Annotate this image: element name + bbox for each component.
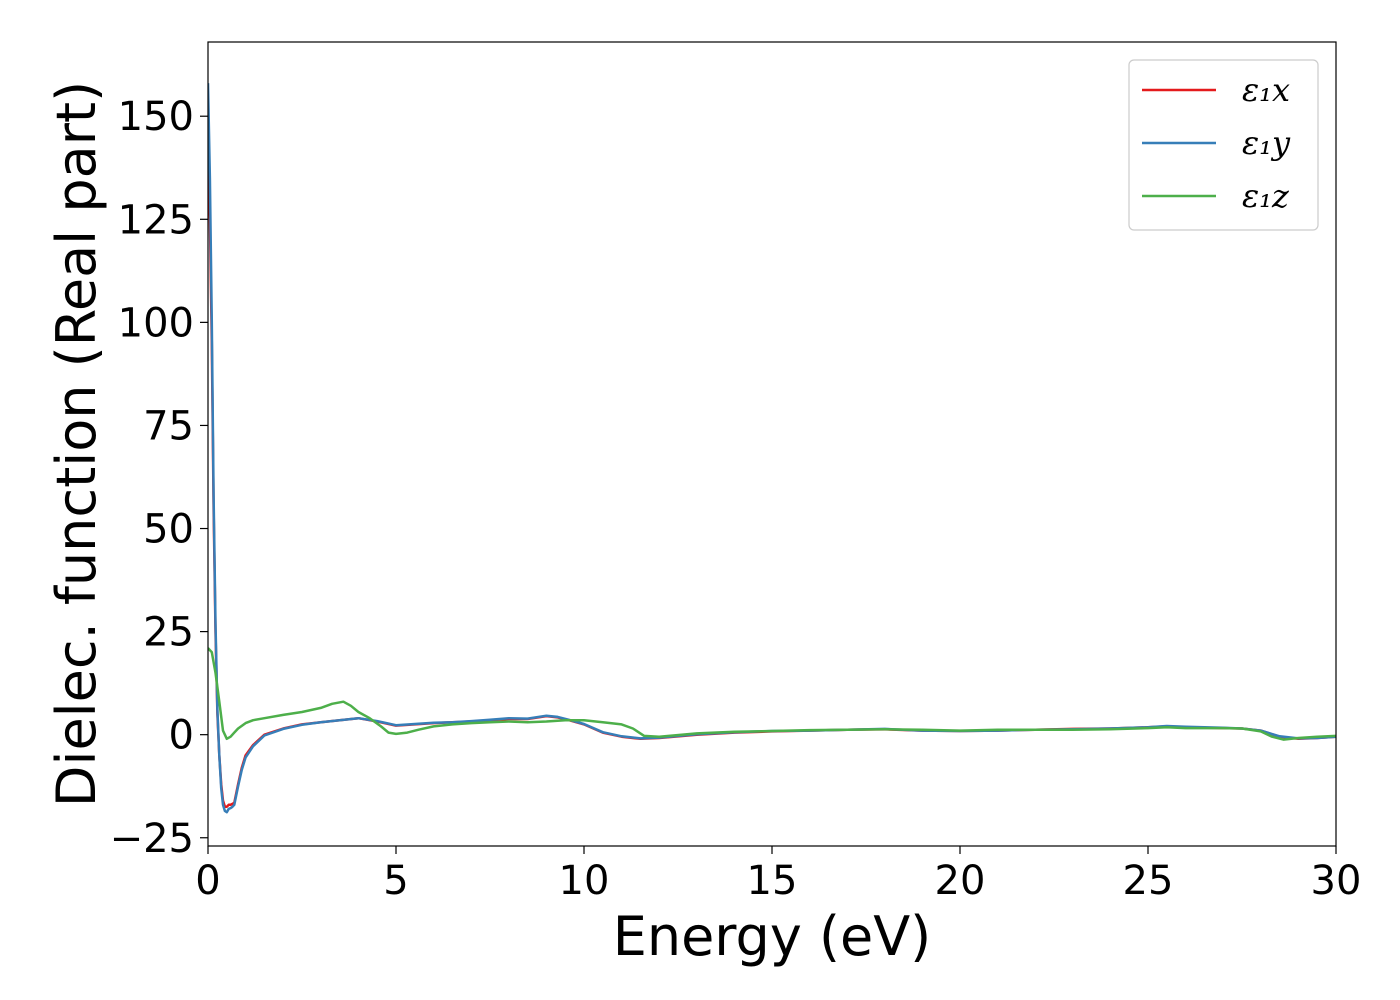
series-lines [208,83,1336,814]
legend-label: ε₁z [1242,177,1290,215]
x-tick-label: 5 [383,858,408,904]
legend-label: ε₁x [1242,71,1290,109]
legend: ε₁x ε₁y ε₁z [1128,59,1319,231]
y-tick-label: 0 [169,713,194,759]
legend-label: ε₁y [1242,124,1291,162]
y-tick-label: 150 [118,94,194,140]
x-tick-label: 10 [559,858,610,904]
y-tick-label: 75 [143,403,194,449]
y-axis-title: Dielec. function (Real part) [45,81,108,807]
x-axis-ticks: 0 5 10 15 20 25 30 [195,846,1361,904]
x-tick-label: 0 [195,858,220,904]
series-line-3 [208,647,1336,741]
y-tick-label: 25 [143,610,194,656]
y-axis-ticks: −25 0 25 50 75 100 125 150 [110,94,208,862]
y-tick-label: −25 [110,816,194,862]
x-axis-title: Energy (eV) [613,905,932,968]
y-tick-label: 125 [118,197,194,243]
x-tick-label: 30 [1311,858,1362,904]
y-tick-label: 100 [118,300,194,346]
x-tick-label: 25 [1123,858,1174,904]
y-tick-label: 50 [143,507,194,553]
x-tick-label: 15 [747,858,798,904]
legend-box [1128,59,1319,231]
x-tick-label: 20 [935,858,986,904]
